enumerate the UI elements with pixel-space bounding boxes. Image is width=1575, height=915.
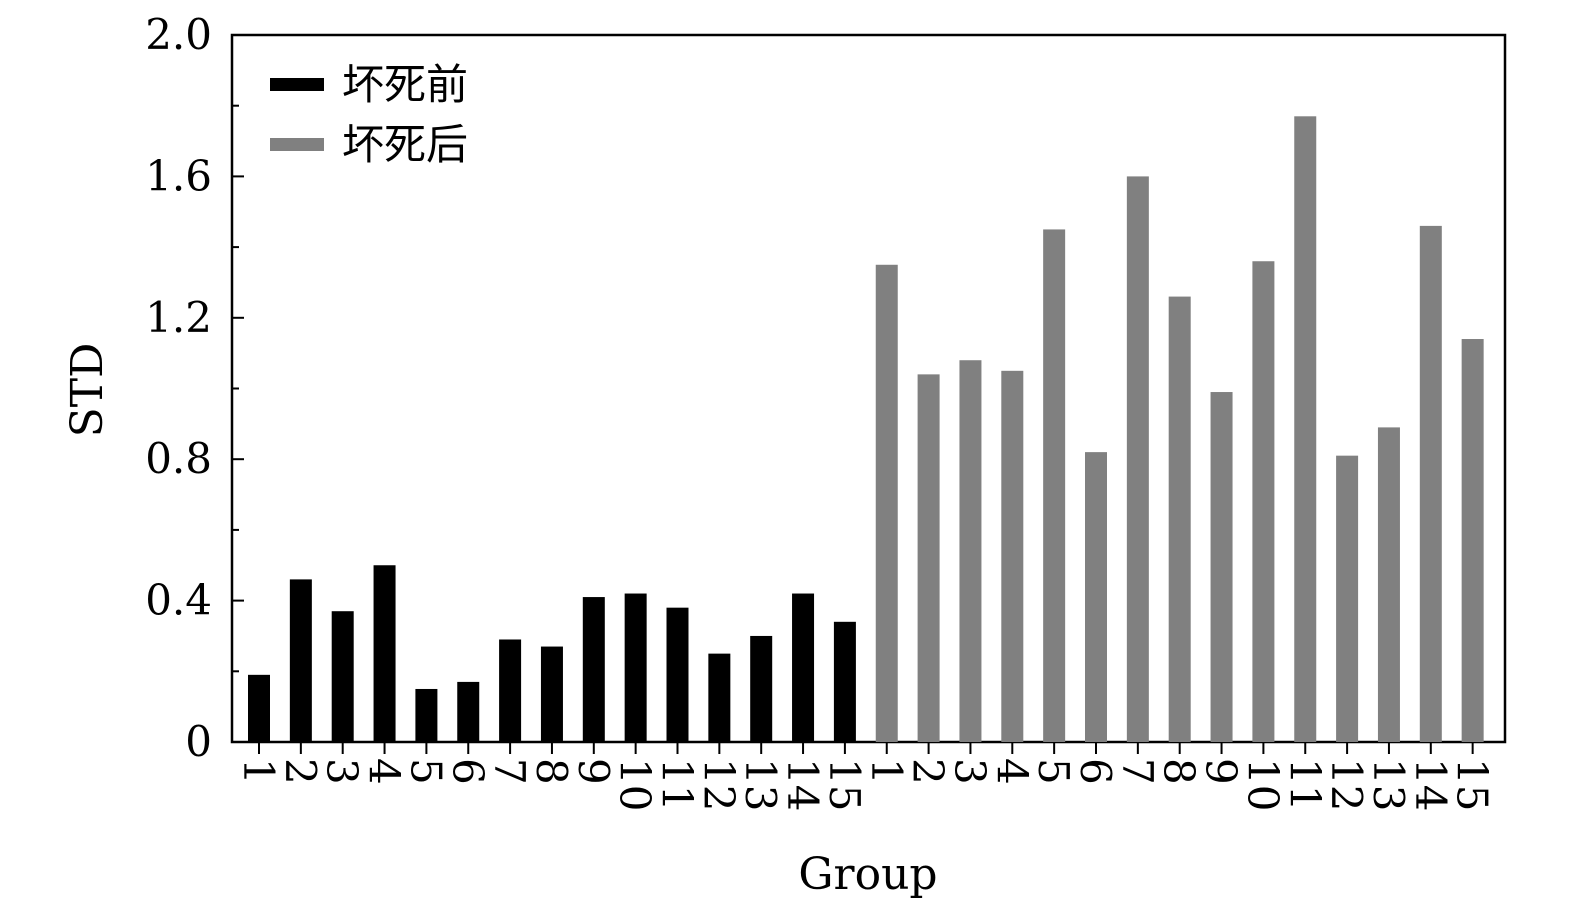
bar-before-2	[289, 579, 312, 742]
bar-before-7	[499, 639, 522, 742]
bar-before-13	[750, 635, 773, 742]
bar-after-10	[1252, 261, 1275, 742]
x-tick-label: 3	[318, 758, 367, 785]
y-tick-labels: 0 0.4 0.8 1.2 1.6 2.0	[145, 10, 212, 766]
bar-after-12	[1336, 455, 1359, 742]
x-tick-label: 14	[1406, 758, 1455, 811]
bar-after-5	[1043, 229, 1066, 743]
y-tick-label: 1.6	[145, 151, 212, 200]
x-tick-label: 4	[360, 758, 409, 785]
x-tick-label: 12	[694, 758, 743, 811]
legend-swatch	[270, 138, 324, 151]
bar-before-14	[792, 593, 815, 742]
x-tick-label: 10	[1238, 758, 1287, 811]
bar-after-7	[1126, 176, 1149, 742]
x-tick-label: 6	[443, 758, 492, 785]
x-tick-label: 8	[527, 758, 576, 785]
y-tick-label: 1.2	[145, 293, 212, 342]
x-tick-labels: 1234567891011121314151234567891011121314…	[234, 758, 1497, 811]
x-tick-label: 4	[987, 758, 1036, 785]
x-tick-label: 11	[1280, 758, 1329, 811]
x-tick-label: 15	[820, 758, 869, 811]
y-tick-label: 0	[185, 717, 212, 766]
bar-after-13	[1377, 427, 1400, 742]
bar-after-15	[1461, 339, 1484, 742]
x-tick-label: 2	[276, 758, 325, 785]
bar-before-11	[666, 607, 689, 742]
x-tick-label: 5	[1029, 758, 1078, 785]
bar-after-4	[1001, 370, 1024, 742]
legend-label: 坏死后	[342, 120, 468, 169]
x-tick-label: 6	[1071, 758, 1120, 785]
x-tick-label: 14	[778, 758, 827, 811]
bar-after-11	[1294, 116, 1317, 743]
bar-after-6	[1085, 452, 1107, 742]
x-axis-label: Group	[798, 849, 937, 900]
x-tick-label: 7	[485, 758, 534, 785]
bar-after-3	[959, 360, 982, 742]
x-tick-label: 11	[653, 758, 702, 811]
bar-before-15	[833, 621, 856, 742]
bar-before-1	[248, 674, 270, 742]
x-tick-label: 2	[904, 758, 953, 785]
x-tick-label: 3	[945, 758, 994, 785]
x-tick-label: 9	[1197, 758, 1246, 785]
y-tick-label: 2.0	[145, 10, 212, 59]
legend-swatch	[270, 78, 324, 91]
bar-before-12	[708, 653, 731, 742]
bar-after-2	[917, 374, 940, 742]
bar-after-1	[875, 264, 898, 742]
bar-before-10	[624, 593, 647, 742]
y-axis-label: STD	[62, 343, 113, 438]
bar-before-5	[415, 688, 438, 742]
x-tick-label: 5	[401, 758, 450, 785]
legend-label: 坏死前	[342, 60, 468, 109]
x-tick-label: 8	[1155, 758, 1204, 785]
x-tick-label: 15	[1448, 758, 1497, 811]
bar-before-8	[540, 646, 563, 742]
bar-after-8	[1168, 296, 1191, 742]
bar-before-3	[331, 611, 354, 742]
y-tick-label: 0.4	[145, 576, 212, 625]
x-tick-label: 9	[569, 758, 618, 785]
chart-bars	[248, 116, 1484, 743]
bar-after-14	[1419, 225, 1442, 742]
x-tick-label: 13	[736, 758, 785, 811]
bar-before-6	[457, 681, 480, 742]
x-tick-label: 12	[1322, 758, 1371, 811]
y-tick-label: 0.8	[145, 434, 212, 483]
x-tick-label: 7	[1113, 758, 1162, 785]
x-tick-label: 10	[611, 758, 660, 811]
bar-before-9	[582, 597, 605, 742]
x-tick-label: 1	[862, 758, 911, 785]
bar-before-4	[373, 565, 396, 742]
chart-axes	[230, 33, 1507, 754]
bar-after-9	[1210, 392, 1233, 742]
x-tick-label: 13	[1364, 758, 1413, 811]
x-tick-label: 1	[234, 758, 283, 785]
